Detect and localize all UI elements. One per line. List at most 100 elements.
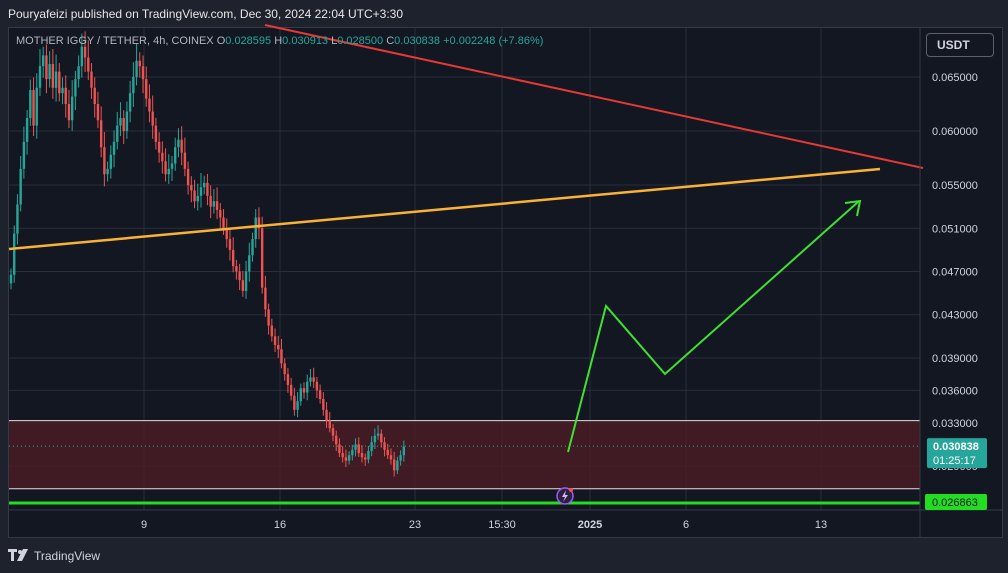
candle-body [370,442,373,451]
candle-body [318,390,322,400]
candle-body [312,377,315,382]
x-tick-label: 9 [141,519,147,531]
projection-path [567,201,859,453]
candle-body [376,433,380,436]
y-tick-label: 0.055000 [932,180,978,192]
candle-body [344,457,348,461]
candle-body [315,381,319,391]
symbol-title: MOTHER IGGY / TETHER, 4h, COINEX [16,35,214,47]
candle-body [231,249,235,267]
candle-body [157,141,161,153]
candle-body [296,401,299,410]
y-tick-label: 0.033000 [932,418,978,430]
candle-body [161,152,164,162]
tradingview-logo-icon [8,549,28,561]
x-tick-label: 16 [274,519,286,531]
candle-body [335,435,338,445]
candle-body [151,111,154,126]
y-tick-label: 0.043000 [932,310,978,322]
candle-body [289,384,293,396]
x-tick-label: 23 [409,519,421,531]
y-tick-label: 0.051000 [932,223,978,235]
candle-body [61,87,64,94]
candle-body [392,459,396,471]
event-dot-icon [569,488,573,492]
candle-body [154,125,158,142]
candle-body [389,455,393,460]
candle-body [254,217,257,240]
projection-arrowhead [844,199,862,217]
close-value: 0.030838 [394,35,441,47]
candle-body [257,217,261,229]
demand-zone [9,420,920,489]
support-price-tag [925,494,987,510]
footer-brand[interactable]: TradingView [34,549,101,563]
x-tick-label: 15:30 [488,519,516,531]
candle-body [186,168,190,186]
candle-body [280,349,283,364]
candle-body [270,325,274,337]
x-tick-label: 13 [815,519,827,531]
candle-body [338,444,341,454]
candle-body [16,204,19,234]
candle-body [347,455,351,461]
candle-body [48,64,51,80]
candle-body [54,71,58,88]
candle-body [170,163,174,169]
candle-body [396,460,399,471]
candle-body [22,141,26,169]
high-value: 0.030913 [282,35,329,47]
candle-body [260,228,264,288]
candle-body [116,125,119,142]
last-price-label: 0.030838 [933,441,979,453]
candle-body [103,147,106,175]
candle-body [29,89,32,119]
candle-body [119,118,122,126]
red-trendline [264,24,924,169]
candle-body [286,374,290,385]
candle-body [174,147,177,164]
candle-body [87,57,90,72]
candle-body [354,444,357,450]
candle-body [9,274,13,284]
change-value: +0.002248 (+7.86%) [443,35,544,47]
candle-body [273,336,277,345]
candle-body [13,233,16,275]
candle-body [351,449,354,456]
candle-body [132,77,135,94]
candle-body [228,239,232,250]
candle-body [80,46,84,67]
candle-body [64,87,67,105]
candle-body [212,201,216,207]
candle-body [58,71,61,94]
candle-body [145,79,148,99]
candle-body [302,388,306,393]
candle-body [299,388,302,402]
publish-header: Pouryafeizi published on TradingView.com… [0,0,1008,28]
footer: TradingView [8,547,100,565]
candle-body [248,255,251,272]
candle-body [93,87,96,105]
candle-body [74,79,77,97]
low-value: 0.028500 [337,35,384,47]
candle-body [373,435,377,443]
candle-body [277,344,280,350]
candle-body [190,185,193,191]
currency-unit-button[interactable]: USDT [926,33,994,57]
candle-body [164,161,167,175]
candle-body [267,309,270,326]
y-tick-label: 0.039000 [932,353,978,365]
candle-body [135,60,138,77]
candle-body [196,195,199,202]
y-tick-label: 0.060000 [932,126,978,138]
candle-body [238,271,241,281]
candle-body [19,168,22,205]
candle-body [360,453,364,458]
candle-body [90,71,93,88]
y-tick-label: 0.047000 [932,267,978,279]
candle-body [42,55,45,67]
candle-body [235,266,238,272]
candle-body [125,111,129,132]
candle-body [32,89,35,126]
